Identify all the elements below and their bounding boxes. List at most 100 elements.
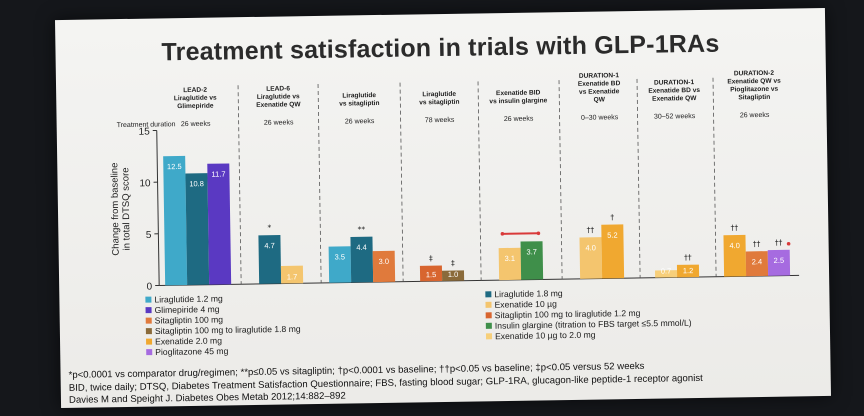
significance-bracket bbox=[502, 232, 539, 235]
bar-value-label: 1.2 bbox=[683, 266, 694, 275]
significance-marker: †† bbox=[684, 253, 692, 262]
bracket-end-dot bbox=[500, 232, 505, 236]
bar bbox=[723, 234, 747, 277]
trial-header-line: DURATION-1 bbox=[654, 79, 695, 87]
bar-value-label: 10.8 bbox=[189, 179, 204, 188]
trial-header-line: Exenatide QW bbox=[652, 95, 697, 103]
treatment-duration-label: Treatment duration bbox=[117, 121, 176, 129]
significance-marker: †† bbox=[587, 225, 595, 234]
legend-swatch bbox=[145, 307, 152, 314]
trial-header-line: Exenatide BID bbox=[496, 89, 541, 97]
bar-value-label: 11.7 bbox=[211, 170, 225, 179]
group-separator bbox=[477, 81, 482, 281]
bar bbox=[419, 265, 443, 282]
bar-value-label: 12.5 bbox=[167, 162, 182, 171]
bar bbox=[163, 155, 188, 286]
trial-header-line: Liraglutide bbox=[422, 91, 456, 99]
legend-label: Liraglutide 1.8 mg bbox=[494, 288, 563, 299]
slide: Treatment satisfaction in trials with GL… bbox=[55, 7, 831, 409]
bar bbox=[280, 265, 304, 284]
significance-marker: †† bbox=[753, 239, 761, 248]
bar-value-label: 0.7 bbox=[661, 266, 672, 275]
trial-header-line: Exenatide QW vs bbox=[727, 78, 781, 86]
bar bbox=[745, 251, 769, 277]
bar-value-label: 4.0 bbox=[729, 241, 740, 250]
trial-header-line: QW bbox=[594, 96, 606, 103]
significance-marker: * bbox=[267, 223, 271, 232]
bar-value-label: 1.5 bbox=[426, 270, 437, 279]
y-axis bbox=[156, 130, 160, 286]
group-separator bbox=[636, 78, 641, 278]
x-axis bbox=[159, 274, 800, 286]
legend-swatch bbox=[146, 338, 153, 345]
significance-dot bbox=[786, 241, 791, 246]
trial-duration: 26 weeks bbox=[345, 118, 375, 125]
significance-marker: † bbox=[610, 213, 614, 222]
trial-header-line: Sitagliptin bbox=[738, 94, 770, 101]
bar-value-label: 4.4 bbox=[356, 243, 367, 252]
significance-marker: ‡ bbox=[451, 258, 455, 267]
legend-label: Exenatide 2.0 mg bbox=[155, 335, 222, 346]
significance-marker: ** bbox=[358, 225, 366, 234]
legend-label: Exenatide 10 µg bbox=[494, 299, 557, 310]
y-tick-label: 10 bbox=[139, 178, 151, 189]
trial-duration: 30–52 weeks bbox=[654, 113, 696, 121]
trial-header-line: Exenatide BD vs bbox=[648, 87, 700, 95]
y-tick-label: 0 bbox=[147, 282, 153, 293]
trial-header-line: vs Exenatide bbox=[579, 88, 620, 96]
legend-label: Sitagliptin 100 mg to liraglutide 1.8 mg bbox=[155, 324, 301, 336]
legend-label: Exenatide 10 µg to 2.0 mg bbox=[495, 330, 596, 342]
trial-header-line: Glimepiride bbox=[177, 103, 214, 111]
legend-swatch bbox=[485, 333, 493, 340]
trial-duration: 0–30 weeks bbox=[581, 114, 619, 122]
bar bbox=[258, 234, 282, 284]
bar bbox=[328, 246, 352, 283]
significance-marker: †† bbox=[731, 223, 739, 232]
bar-value-label: 3.1 bbox=[505, 254, 516, 263]
trial-duration: 78 weeks bbox=[425, 117, 455, 124]
bar bbox=[441, 270, 465, 282]
bar-value-label: 2.4 bbox=[752, 257, 763, 266]
group-separator bbox=[317, 83, 322, 283]
legend-swatch bbox=[485, 291, 492, 298]
trial-duration: 26 weeks bbox=[740, 112, 770, 119]
y-tick-label: 15 bbox=[139, 127, 151, 138]
bar bbox=[350, 236, 374, 283]
legend-swatch bbox=[145, 296, 152, 303]
y-tick-label: 5 bbox=[146, 230, 152, 241]
legend-swatch bbox=[485, 322, 492, 329]
bar bbox=[207, 163, 232, 285]
trial-header-line: LEAD-6 bbox=[266, 85, 290, 92]
legend-label: Sitagliptin 100 mg to liraglutide 1.2 mg bbox=[495, 308, 641, 320]
group-separator bbox=[712, 77, 717, 277]
bar-value-label: 5.2 bbox=[607, 231, 618, 240]
legend-swatch bbox=[485, 312, 492, 319]
bar bbox=[372, 250, 396, 283]
trial-header-line: Liraglutide bbox=[342, 92, 376, 100]
group-separator bbox=[399, 82, 404, 282]
trial-header-line: DURATION-1 bbox=[579, 72, 620, 80]
bar bbox=[655, 270, 678, 278]
bar-value-label: 3.0 bbox=[379, 257, 390, 266]
group-separator bbox=[558, 80, 563, 280]
trial-header-line: Pioglitazone vs bbox=[730, 86, 778, 94]
bar-value-label: 4.7 bbox=[264, 241, 275, 250]
bar bbox=[185, 173, 210, 286]
bar-value-label: 4.0 bbox=[585, 243, 596, 252]
trial-header-line: LEAD-2 bbox=[183, 87, 207, 94]
legend-label: Glimepiride 4 mg bbox=[154, 304, 219, 315]
bar bbox=[520, 241, 544, 280]
bar-value-label: 2.5 bbox=[774, 256, 785, 265]
trial-header-line: Liraglutide vs bbox=[257, 93, 300, 101]
bar-value-label: 1.0 bbox=[448, 270, 459, 279]
trial-duration: 26 weeks bbox=[264, 119, 294, 126]
bracket-end-dot bbox=[536, 231, 541, 236]
bar bbox=[498, 247, 522, 281]
trial-header-line: Exenatide QW bbox=[256, 101, 301, 109]
bar bbox=[579, 237, 603, 279]
legend-label: Sitagliptin 100 mg bbox=[155, 314, 224, 325]
bar-value-label: 3.7 bbox=[526, 247, 537, 256]
trial-header-line: Liraglutide vs bbox=[174, 95, 217, 103]
trial-header-line: vs sitagliptin bbox=[419, 99, 459, 107]
